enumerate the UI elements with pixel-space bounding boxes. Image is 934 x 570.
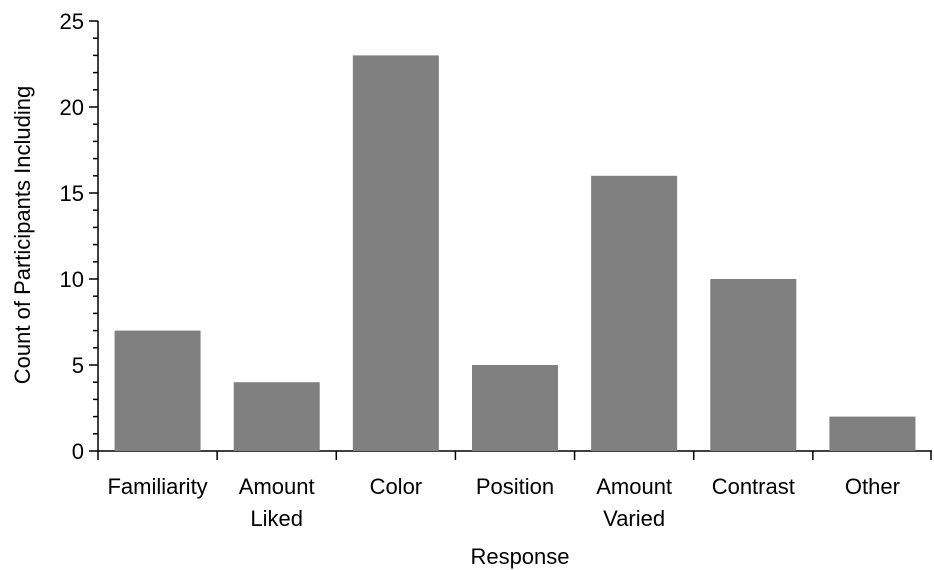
y-tick-label: 5 [72, 353, 84, 378]
x-tick-label-line: Contrast [712, 474, 795, 499]
bar [233, 382, 320, 451]
bar [829, 416, 916, 451]
bar [472, 365, 558, 451]
y-tick-label: 25 [60, 9, 84, 34]
x-tick-label-line: Familiarity [107, 474, 207, 499]
y-axis: 0 5 10 15 20 25 [60, 9, 99, 464]
y-axis-title: Count of Participants Including [10, 86, 35, 384]
category-labels: Familiarity Amount Liked Color Position Amoun… [107, 474, 899, 531]
bars [114, 55, 916, 452]
bar [352, 55, 439, 452]
x-tick-label-line: Other [845, 474, 900, 499]
x-tick-label: Other [845, 474, 900, 499]
x-tick-label-line: Amount [239, 474, 315, 499]
x-tick-label-line: Position [476, 474, 554, 499]
bar [591, 175, 678, 452]
x-tick-label: Amount Varied [596, 474, 672, 531]
x-tick-label: Contrast [712, 474, 795, 499]
x-axis-title: Response [470, 544, 569, 569]
y-tick-label: 20 [60, 95, 84, 120]
x-tick-label-line: Color [370, 474, 423, 499]
x-tick-label: Color [370, 474, 423, 499]
bar [710, 279, 797, 451]
x-axis [97, 450, 932, 460]
x-tick-label: Amount Liked [239, 474, 315, 531]
bar [114, 330, 201, 451]
y-tick-label: 0 [72, 439, 84, 464]
x-tick-label: Familiarity [107, 474, 207, 499]
x-tick-label-line: Liked [250, 506, 303, 531]
x-tick-label: Position [476, 474, 554, 499]
x-tick-label-line: Varied [603, 506, 665, 531]
y-tick-label: 15 [60, 181, 84, 206]
x-tick-label-line: Amount [596, 474, 672, 499]
y-tick-label: 10 [60, 267, 84, 292]
